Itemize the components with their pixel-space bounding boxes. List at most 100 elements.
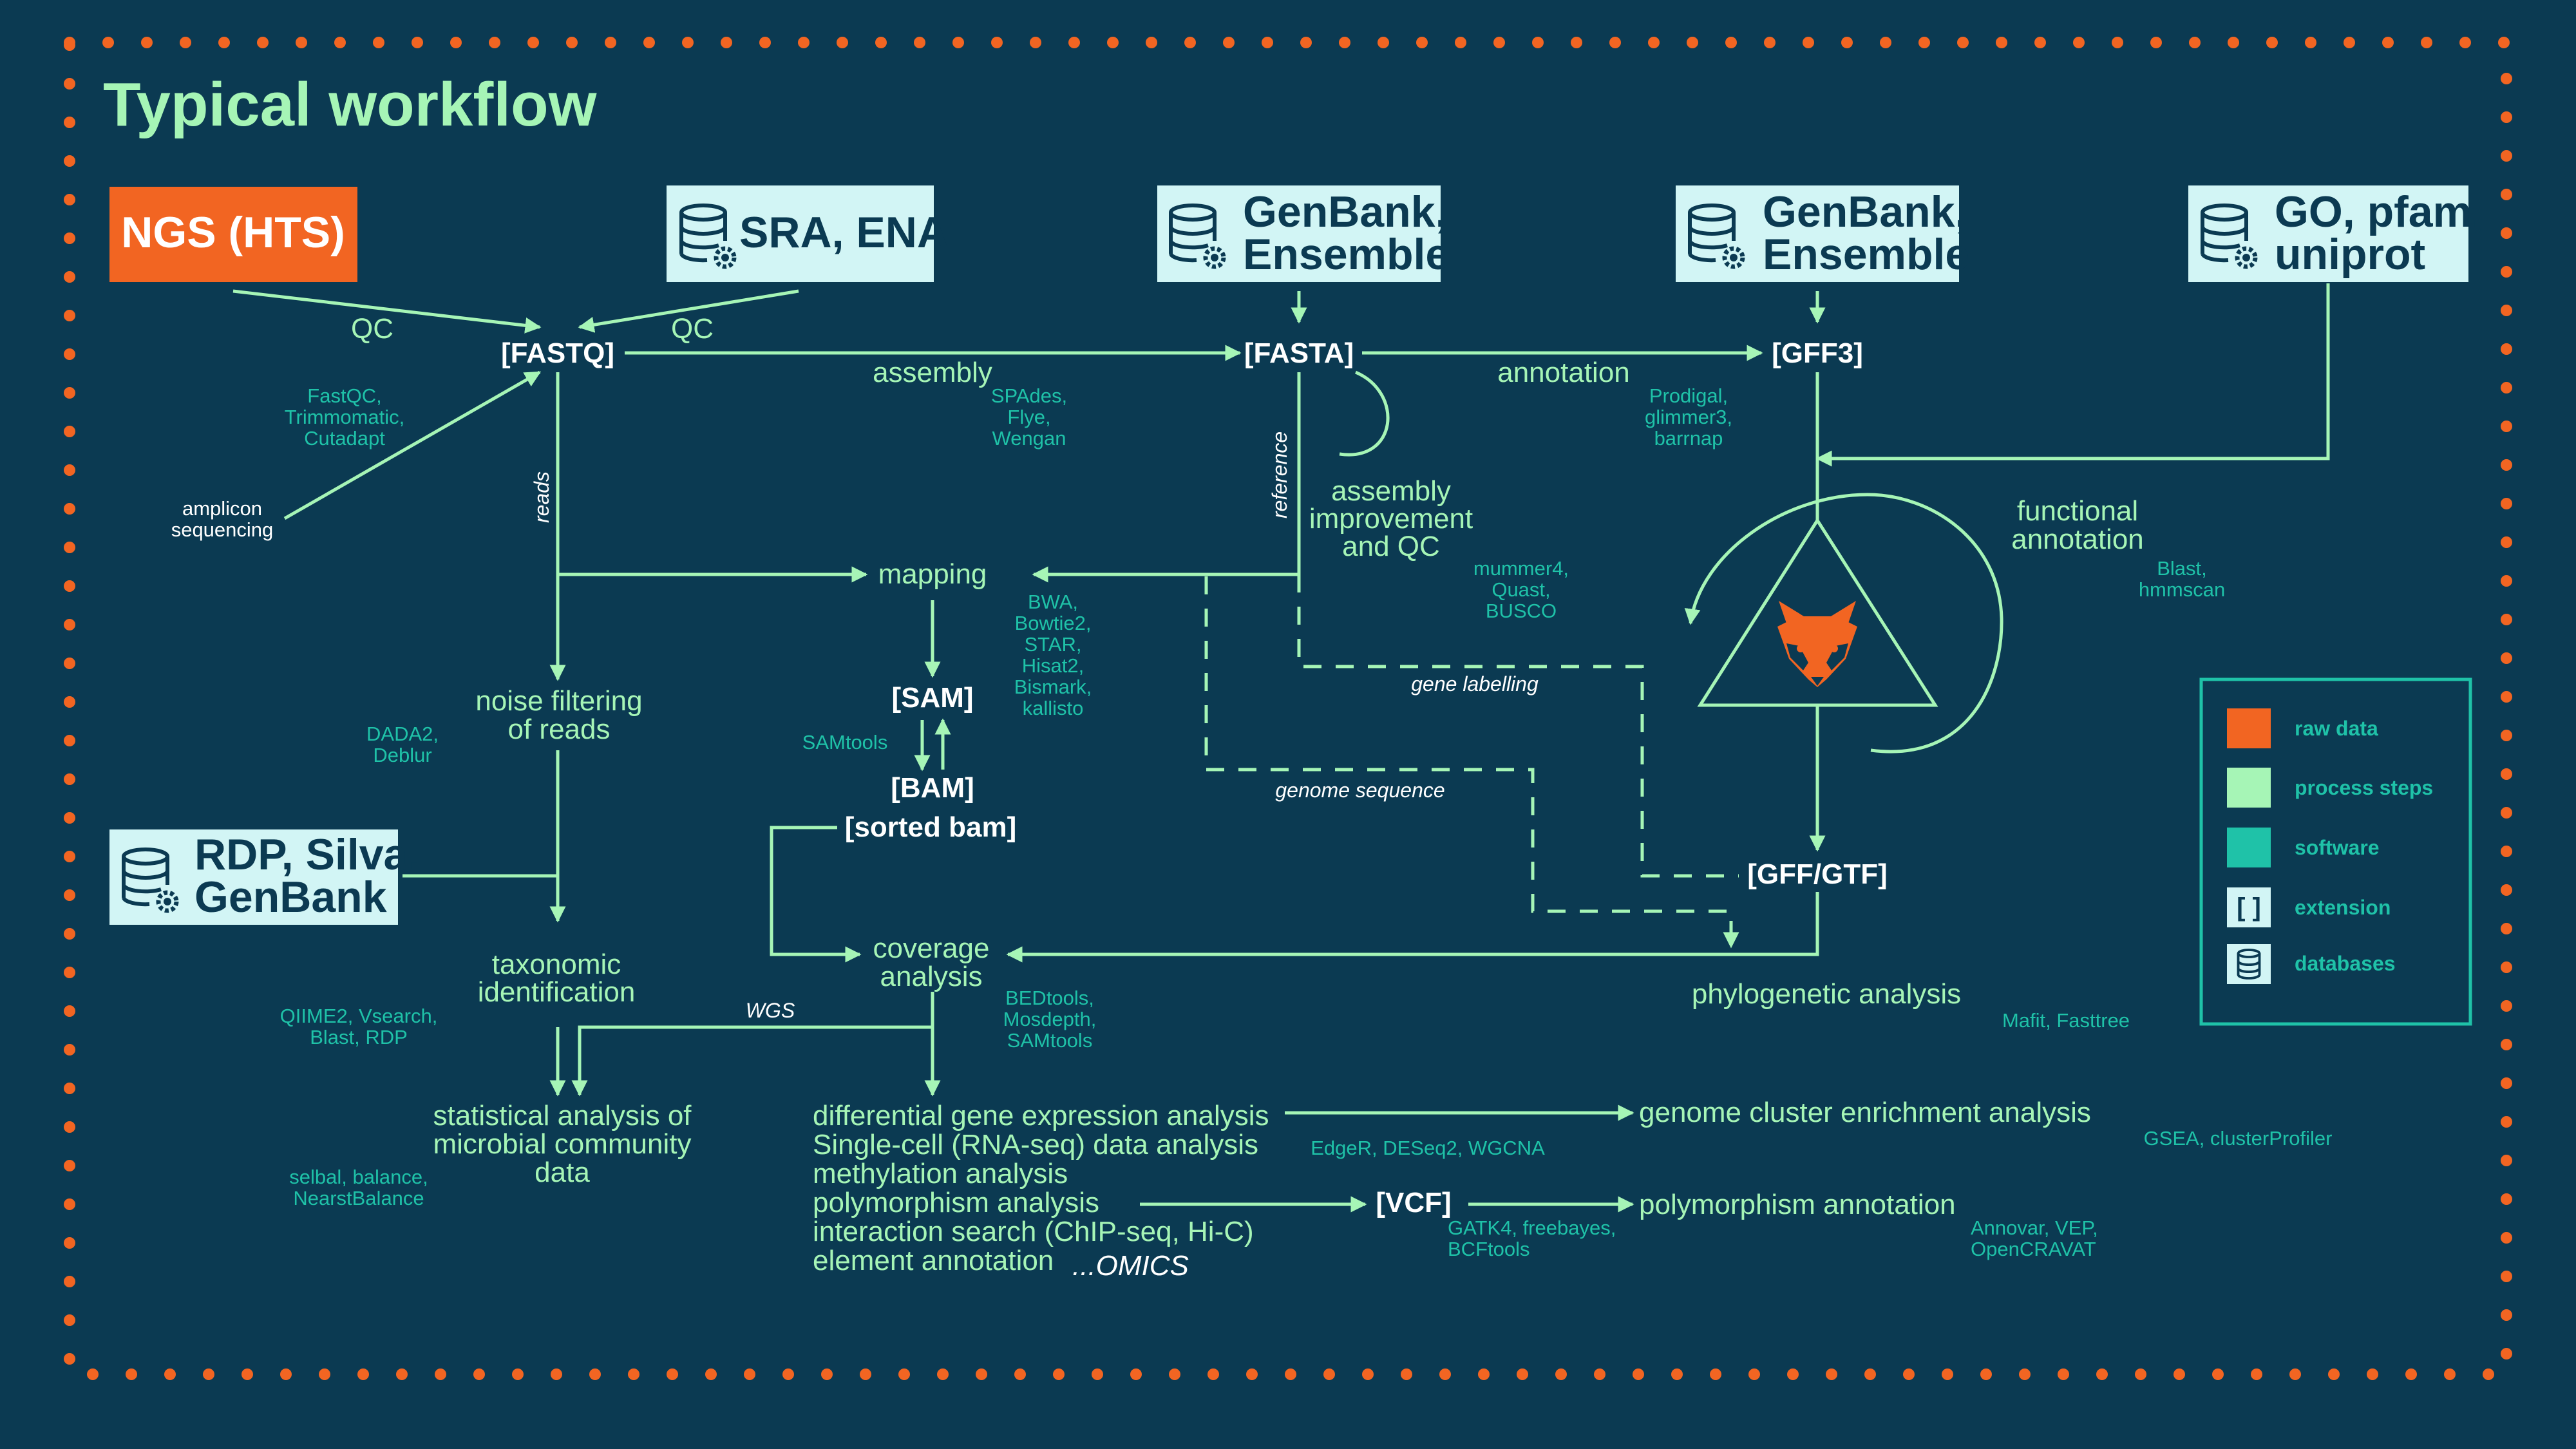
sw-line: hmmscan: [2139, 578, 2225, 601]
step-line: differential gene expression analysis: [813, 1100, 1269, 1132]
software-fastqc: FastQC, Trimmomatic, Cutadapt: [285, 384, 405, 450]
sw-line: Annovar, VEP,: [1971, 1217, 2098, 1239]
database-go: GO, pfam, uniprot: [2188, 185, 2484, 282]
ext-fasta: [FASTA]: [1244, 337, 1354, 369]
legend-swatch: [2227, 768, 2271, 808]
sw-line: Prodigal,: [1649, 384, 1728, 407]
ext-sam: [SAM]: [891, 682, 973, 714]
sw-line: Trimmomatic,: [285, 406, 405, 428]
step-line: improvement: [1309, 503, 1473, 535]
software-gsea: GSEA, clusterProfiler: [2144, 1127, 2333, 1150]
sw-line: STAR,: [1025, 633, 1082, 656]
sw-line: DADA2,: [366, 723, 439, 745]
software-samtools: SAMtools: [802, 731, 888, 753]
step-annotation: annotation: [1497, 357, 1630, 388]
sw-line: Flye,: [1007, 406, 1050, 428]
ext-bam: [BAM]: [891, 772, 974, 804]
step-line: noise filtering: [475, 685, 642, 717]
db-line: Ensemble: [1243, 230, 1450, 279]
database-genbank-1: GenBank, Ensemble: [1157, 185, 1450, 282]
dashed-connectors: [1204, 574, 1739, 949]
amplicon-label: amplicon sequencing: [171, 497, 274, 541]
bracket-icon: [ ]: [2237, 893, 2261, 922]
db-line: SRA, ENA: [739, 208, 949, 257]
sw-line: BEDtools,: [1005, 987, 1094, 1009]
step-statistical: statistical analysis of microbial commun…: [433, 1100, 692, 1188]
sw-line: Hisat2,: [1022, 654, 1084, 677]
db-line: Ensemble: [1763, 230, 1969, 279]
ext-gff-gtf: [GFF/GTF]: [1747, 858, 1888, 890]
sw-line: Wengan: [992, 427, 1066, 450]
database-rdp: RDP, Silva, GenBank: [109, 829, 420, 925]
software-mummer: mummer4, Quast, BUSCO: [1473, 557, 1569, 622]
software-prodigal: Prodigal, glimmer3, barrnap: [1645, 384, 1732, 450]
software-bwa: BWA, Bowtie2, STAR, Hisat2, Bismark, kal…: [1014, 591, 1092, 719]
dotted-frame: [64, 37, 2512, 1380]
legend-item-raw-data: raw data: [2227, 708, 2378, 748]
sw-line: Quast,: [1492, 578, 1550, 601]
step-qc-right: QC: [671, 313, 714, 345]
sw-line: Cutadapt: [304, 427, 385, 450]
legend-label: extension: [2295, 896, 2391, 919]
step-line: microbial community: [433, 1128, 692, 1160]
database-icon: [2237, 949, 2261, 980]
step-genome-cluster: genome cluster enrichment analysis: [1639, 1097, 2091, 1128]
step-phylogenetic: phylogenetic analysis: [1692, 978, 1961, 1010]
step-taxonomic: taxonomic identification: [478, 949, 636, 1008]
step-line: of reads: [508, 714, 611, 745]
sw-line: kallisto: [1023, 697, 1084, 719]
step-line: Single-cell (RNA-seq) data analysis: [813, 1129, 1258, 1160]
sw-line: Bowtie2,: [1015, 612, 1092, 634]
software-annovar: Annovar, VEP, OpenCRAVAT: [1971, 1217, 2098, 1260]
step-assembly-improvement: assembly improvement and QC: [1309, 475, 1473, 562]
sw-line: OpenCRAVAT: [1971, 1238, 2096, 1260]
ext-sorted-bam: [sorted bam]: [845, 811, 1016, 843]
ext-gff3: [GFF3]: [1772, 337, 1863, 369]
step-line: statistical analysis of: [433, 1100, 692, 1132]
small-line: amplicon: [182, 497, 262, 520]
step-line: identification: [478, 976, 636, 1008]
software-mafit: Mafit, Fasttree: [2002, 1009, 2130, 1032]
sw-line: BWA,: [1028, 591, 1078, 613]
legend-label: process steps: [2295, 776, 2433, 799]
sw-line: mummer4,: [1473, 557, 1569, 580]
sw-line: glimmer3,: [1645, 406, 1732, 428]
omics-label: ...OMICS: [1072, 1250, 1189, 1282]
legend-swatch: [2227, 708, 2271, 748]
small-line: sequencing: [171, 518, 274, 541]
software-edger: EdgeR, DESeq2, WGCNA: [1311, 1137, 1545, 1159]
genome-sequence-label: genome sequence: [1275, 779, 1444, 802]
db-line: RDP, Silva,: [194, 830, 420, 879]
software-qiime: QIIME2, Vsearch, Blast, RDP: [280, 1005, 438, 1048]
step-mapping: mapping: [878, 558, 987, 590]
sw-line: GATK4, freebayes,: [1448, 1217, 1616, 1239]
step-line: element annotation: [813, 1245, 1054, 1276]
reads-label: reads: [530, 471, 553, 523]
software-blast: Blast, hmmscan: [2139, 557, 2225, 601]
step-line: data: [535, 1157, 590, 1188]
db-line: GenBank: [194, 873, 387, 922]
reference-label: reference: [1268, 431, 1291, 518]
sw-line: BUSCO: [1486, 600, 1557, 622]
step-line: analysis: [880, 961, 983, 992]
sw-line: NearstBalance: [293, 1187, 424, 1209]
legend-frame: [2199, 677, 2472, 1026]
sw-line: barrnap: [1654, 427, 1723, 450]
sw-line: Deblur: [373, 744, 431, 766]
step-polymorphism-annotation: polymorphism annotation: [1639, 1189, 1956, 1220]
db-line: GO, pfam,: [2275, 187, 2484, 236]
step-assembly: assembly: [873, 357, 992, 388]
ext-vcf: [VCF]: [1376, 1187, 1451, 1218]
legend-item-software: software: [2227, 828, 2380, 867]
step-coverage: coverage analysis: [873, 933, 989, 992]
legend-label: databases: [2295, 952, 2396, 975]
sw-line: Blast, RDP: [310, 1026, 408, 1048]
step-line: and QC: [1342, 531, 1440, 562]
legend-label: raw data: [2295, 717, 2378, 740]
legend-label: software: [2295, 836, 2380, 859]
software-dada2: DADA2, Deblur: [366, 723, 439, 766]
software-bedtools: BEDtools, Mosdepth, SAMtools: [1003, 987, 1097, 1052]
functional-annotation-cycle: [1684, 493, 2003, 753]
ext-fastq: [FASTQ]: [501, 337, 614, 369]
